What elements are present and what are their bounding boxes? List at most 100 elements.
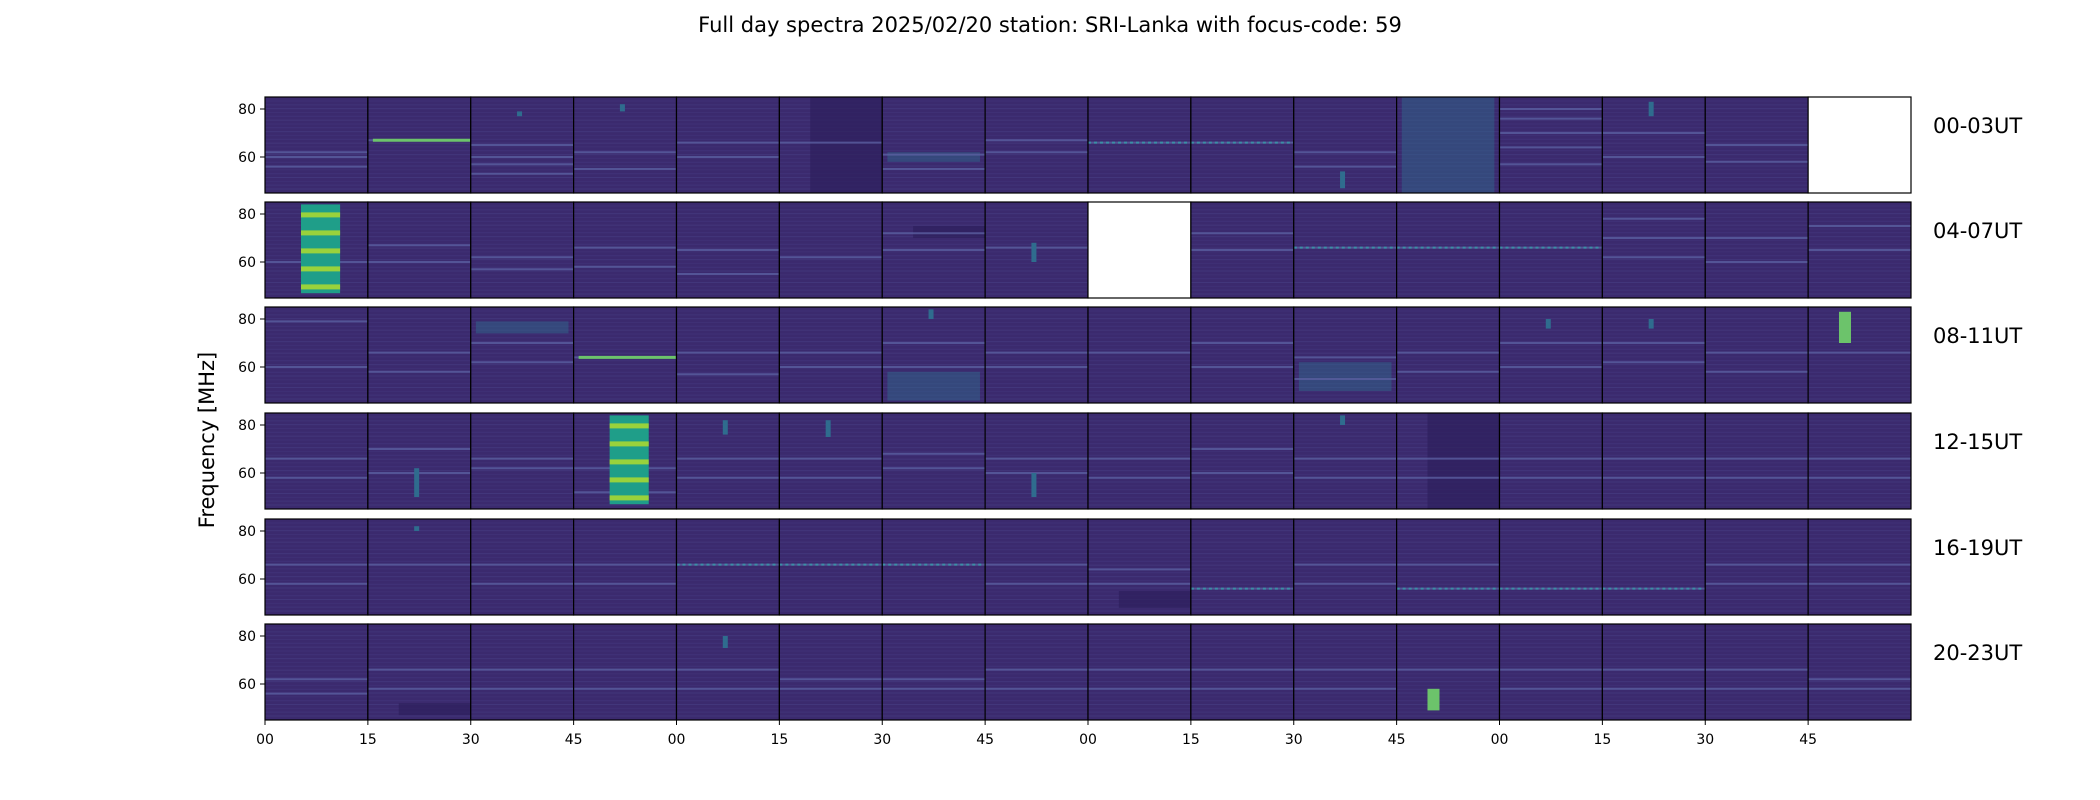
burst bbox=[825, 420, 831, 437]
spectrum-panel bbox=[1601, 201, 1706, 299]
spectrum-panel bbox=[573, 96, 678, 194]
spectrum-panel bbox=[1498, 201, 1603, 299]
spectrum-panel bbox=[778, 623, 883, 721]
panel-background bbox=[1602, 97, 1706, 193]
hot-stripe bbox=[609, 423, 649, 429]
spectrum-panel bbox=[367, 623, 472, 721]
y-tick-label: 80 bbox=[238, 524, 256, 540]
x-axis-ticks: 00 15 30 45 00 15 30 45 00 15 30 45 00 15 30 45 bbox=[256, 720, 1817, 748]
spectrum-panel bbox=[1704, 306, 1809, 404]
panel-background bbox=[1396, 624, 1500, 720]
spectrum-panel bbox=[264, 623, 369, 721]
x-tick-label: 45 bbox=[1388, 732, 1406, 748]
panel-frame bbox=[1807, 412, 1912, 510]
panel-background bbox=[367, 202, 471, 298]
empty-panel bbox=[1808, 97, 1911, 193]
panel-background bbox=[367, 413, 471, 509]
panel-background bbox=[1705, 413, 1809, 509]
panel-background bbox=[1705, 624, 1809, 720]
panel-background bbox=[470, 519, 574, 615]
spectrum-panel bbox=[778, 306, 883, 404]
panel-background bbox=[1190, 624, 1294, 720]
burst bbox=[1545, 319, 1551, 329]
panel-background bbox=[985, 519, 1088, 615]
spectrum-panel bbox=[881, 518, 986, 616]
spectrum-panel bbox=[1601, 96, 1706, 194]
dark-band bbox=[1427, 413, 1500, 509]
panel-background bbox=[1705, 519, 1809, 615]
spectrum-panel bbox=[573, 412, 678, 510]
x-tick-label: 00 bbox=[256, 732, 274, 748]
y-tick-label: 80 bbox=[238, 102, 256, 118]
panel-background bbox=[779, 307, 883, 403]
y-tick-label: 60 bbox=[238, 150, 256, 166]
spectrum-panel bbox=[984, 201, 1089, 299]
spectrum-panel bbox=[778, 96, 883, 194]
panel-background bbox=[1499, 307, 1603, 403]
spectrum-panel bbox=[984, 623, 1089, 721]
panel-background bbox=[1705, 307, 1809, 403]
burst bbox=[1031, 473, 1037, 497]
emission-band bbox=[475, 321, 569, 334]
panel-background bbox=[573, 624, 677, 720]
spectrum-panel bbox=[1087, 306, 1192, 404]
panel-background bbox=[1088, 307, 1191, 403]
spectra-row: 80 60 bbox=[238, 201, 1912, 299]
panel-background bbox=[779, 519, 883, 615]
x-tick-label: 30 bbox=[462, 732, 480, 748]
panel-background bbox=[265, 624, 368, 720]
spectrum-panel bbox=[1293, 201, 1398, 299]
burst bbox=[517, 111, 523, 117]
panel-background bbox=[1293, 202, 1397, 298]
hot-stripe bbox=[301, 248, 341, 254]
y-tick-label: 80 bbox=[238, 207, 256, 223]
panel-background bbox=[1293, 307, 1397, 403]
panel-background bbox=[1602, 413, 1706, 509]
panel-frame bbox=[1807, 201, 1912, 299]
spectra-row: 80 60 bbox=[238, 518, 1912, 616]
spectrum-panel bbox=[1087, 623, 1192, 721]
spectrum-panel bbox=[1087, 412, 1192, 510]
hot-stripe bbox=[301, 230, 341, 236]
y-tick-label: 60 bbox=[238, 466, 256, 482]
spectrum-panel bbox=[1190, 96, 1295, 194]
spectrum-panel bbox=[264, 96, 369, 194]
hot-stripe bbox=[301, 212, 341, 218]
panel-background bbox=[676, 519, 780, 615]
spectrum-panel bbox=[573, 623, 678, 721]
dark-band bbox=[398, 703, 471, 716]
spectrum-panel bbox=[470, 412, 575, 510]
panel-background bbox=[1190, 413, 1294, 509]
spectrum-panel bbox=[470, 96, 575, 194]
spectrum-panel bbox=[675, 518, 780, 616]
panel-background bbox=[985, 97, 1088, 193]
x-tick-label: 15 bbox=[1182, 732, 1200, 748]
burst bbox=[1340, 415, 1346, 425]
spectrum-panel bbox=[470, 623, 575, 721]
panel-background bbox=[779, 624, 883, 720]
spectrum-panel bbox=[1601, 306, 1706, 404]
burst bbox=[1648, 101, 1654, 117]
spectrum-panel bbox=[984, 96, 1089, 194]
hot-stripe bbox=[609, 441, 649, 447]
x-tick-label: 00 bbox=[668, 732, 686, 748]
panel-background bbox=[1293, 97, 1397, 193]
x-tick-label: 15 bbox=[359, 732, 377, 748]
spectrum-panel bbox=[1807, 201, 1912, 299]
panel-background bbox=[1396, 97, 1500, 193]
spectrum-panel bbox=[1807, 518, 1912, 616]
spectrum-panel bbox=[1396, 96, 1501, 194]
spectrum-panel bbox=[1601, 412, 1706, 510]
emission-band bbox=[1401, 97, 1495, 193]
spectrum-panel bbox=[264, 306, 369, 404]
panel-background bbox=[676, 413, 780, 509]
burst bbox=[1648, 319, 1654, 329]
x-tick-label: 30 bbox=[1696, 732, 1714, 748]
panel-background bbox=[779, 413, 883, 509]
row-label: 20-23UT bbox=[1933, 641, 2022, 665]
y-tick-label: 80 bbox=[238, 418, 256, 434]
spectrum-panel bbox=[1704, 96, 1809, 194]
spectrum-panel bbox=[367, 306, 472, 404]
panel-background bbox=[265, 97, 368, 193]
panel-background bbox=[1293, 624, 1397, 720]
